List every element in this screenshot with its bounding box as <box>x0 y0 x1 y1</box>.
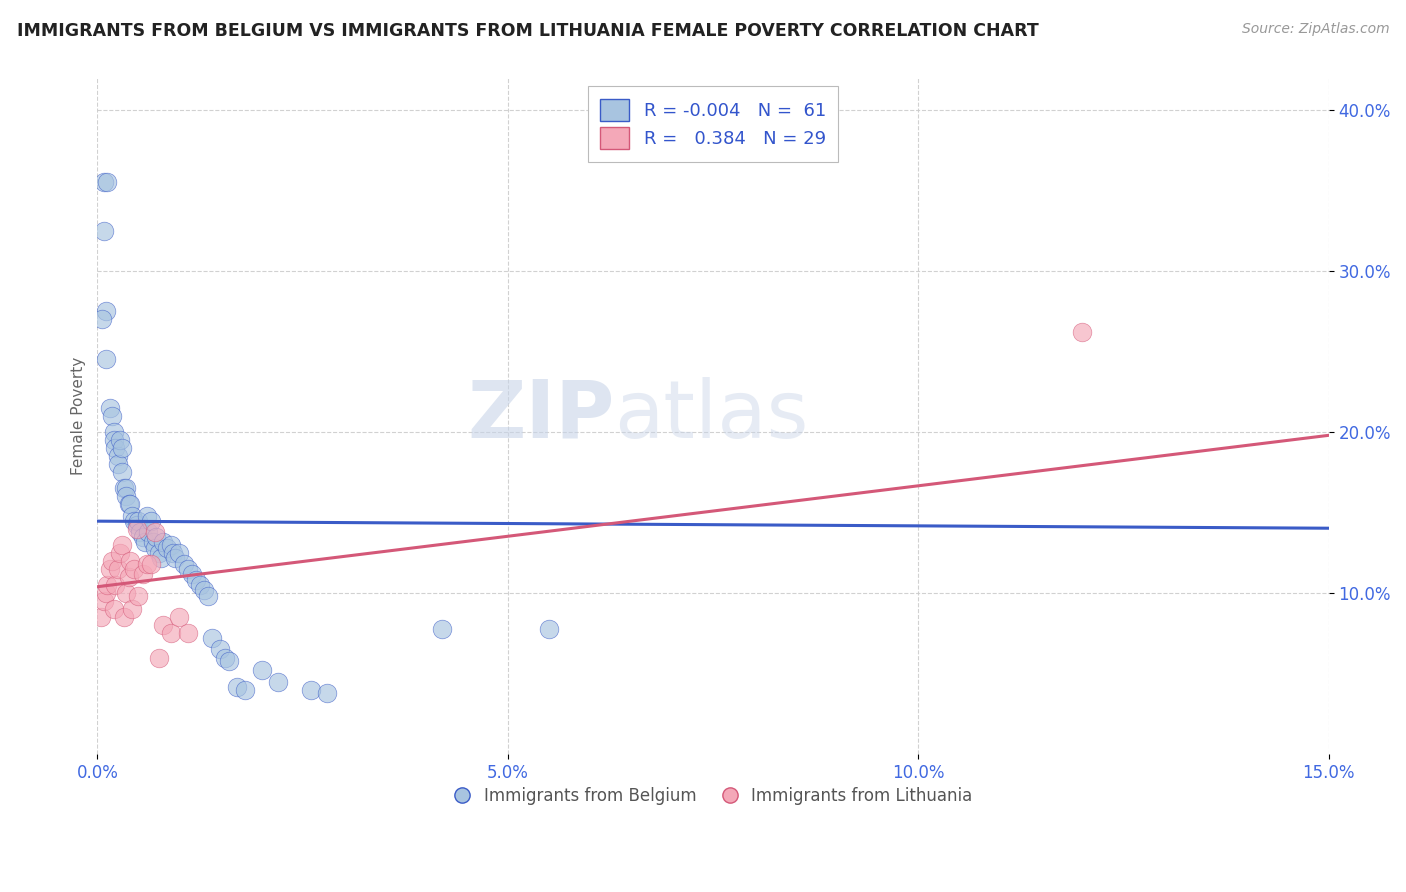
Text: atlas: atlas <box>614 376 808 455</box>
Point <box>197 589 219 603</box>
Point <box>131 530 153 544</box>
Point <box>250 664 273 678</box>
Point <box>139 557 162 571</box>
Point <box>93 175 115 189</box>
Legend: Immigrants from Belgium, Immigrants from Lithuania: Immigrants from Belgium, Immigrants from… <box>446 779 981 814</box>
Point <box>94 352 117 367</box>
Point <box>110 546 132 560</box>
Point <box>173 557 195 571</box>
Text: Source: ZipAtlas.com: Source: ZipAtlas.com <box>1241 22 1389 37</box>
Point <box>127 589 149 603</box>
Point <box>103 425 125 439</box>
Point <box>103 602 125 616</box>
Point <box>218 654 240 668</box>
Point <box>165 550 187 565</box>
Point <box>209 642 232 657</box>
Point <box>107 562 129 576</box>
Point <box>103 433 125 447</box>
Point <box>136 524 159 539</box>
Point <box>176 562 198 576</box>
Point <box>94 304 117 318</box>
Point <box>104 441 127 455</box>
Point <box>115 481 138 495</box>
Point <box>96 175 118 189</box>
Text: IMMIGRANTS FROM BELGIUM VS IMMIGRANTS FROM LITHUANIA FEMALE POVERTY CORRELATION : IMMIGRANTS FROM BELGIUM VS IMMIGRANTS FR… <box>17 22 1039 40</box>
Point <box>184 573 207 587</box>
Point <box>117 498 139 512</box>
Point <box>101 554 124 568</box>
Point <box>124 514 146 528</box>
Point <box>127 514 149 528</box>
Point <box>135 557 157 571</box>
Point <box>121 602 143 616</box>
Point <box>120 554 142 568</box>
Point <box>124 562 146 576</box>
Point <box>316 686 339 700</box>
Point <box>148 650 170 665</box>
Point <box>169 546 191 560</box>
Point <box>115 489 138 503</box>
Point <box>233 682 256 697</box>
Point <box>121 508 143 523</box>
Point <box>131 566 153 581</box>
Point <box>94 586 117 600</box>
Text: ZIP: ZIP <box>467 376 614 455</box>
Point <box>110 433 132 447</box>
Point <box>176 626 198 640</box>
Point <box>111 441 134 455</box>
Point <box>145 530 167 544</box>
Point <box>169 610 191 624</box>
Point <box>93 594 115 608</box>
Y-axis label: Female Poverty: Female Poverty <box>72 357 86 475</box>
Point <box>93 223 115 237</box>
Point <box>134 534 156 549</box>
Point <box>104 578 127 592</box>
Point <box>299 682 322 697</box>
Point <box>214 650 236 665</box>
Point <box>101 409 124 423</box>
Point <box>139 514 162 528</box>
Point <box>152 618 174 632</box>
Point <box>107 457 129 471</box>
Point <box>98 562 121 576</box>
Point <box>156 541 179 555</box>
Point <box>112 610 135 624</box>
Point <box>267 674 290 689</box>
Point <box>152 534 174 549</box>
Point <box>96 578 118 592</box>
Point <box>180 566 202 581</box>
Point <box>112 481 135 495</box>
Point <box>125 518 148 533</box>
Point <box>537 622 560 636</box>
Point <box>193 582 215 597</box>
Point <box>115 586 138 600</box>
Point <box>188 578 211 592</box>
Point <box>162 546 184 560</box>
Point <box>143 524 166 539</box>
Point <box>111 538 134 552</box>
Point <box>129 524 152 539</box>
Point <box>107 449 129 463</box>
Point <box>160 538 183 552</box>
Point <box>1071 325 1094 339</box>
Point <box>226 680 249 694</box>
Point <box>90 610 112 624</box>
Point <box>143 541 166 555</box>
Point <box>160 626 183 640</box>
Point <box>111 465 134 479</box>
Point <box>142 534 165 549</box>
Point <box>201 631 224 645</box>
Point <box>117 570 139 584</box>
Point <box>148 546 170 560</box>
Point <box>430 622 453 636</box>
Point <box>120 498 142 512</box>
Point <box>135 508 157 523</box>
Point <box>150 550 173 565</box>
Point <box>98 401 121 415</box>
Point <box>125 522 148 536</box>
Point <box>91 312 114 326</box>
